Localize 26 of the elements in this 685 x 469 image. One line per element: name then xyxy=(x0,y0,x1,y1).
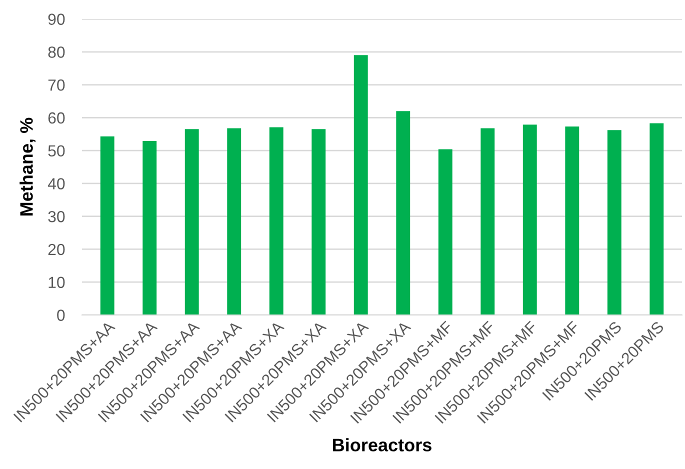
bar xyxy=(269,127,284,315)
bar xyxy=(227,128,242,315)
y-tick-label: 80 xyxy=(48,46,65,58)
y-tick-label: 70 xyxy=(48,79,65,91)
y-tick-label: 40 xyxy=(48,178,65,190)
bar xyxy=(565,126,580,315)
bar xyxy=(312,129,326,315)
bar xyxy=(607,130,622,315)
y-axis-title: Methane, % xyxy=(20,118,36,216)
bar xyxy=(480,128,495,315)
bar xyxy=(396,111,410,315)
bar xyxy=(184,129,199,315)
bar xyxy=(100,136,114,315)
y-tick-label: 90 xyxy=(48,14,65,25)
y-tick-label: 50 xyxy=(48,145,65,156)
bar xyxy=(142,141,157,315)
y-tick-label: 60 xyxy=(48,112,65,124)
y-tick-label: 30 xyxy=(48,210,65,222)
y-tick-label: 20 xyxy=(48,244,65,256)
bar xyxy=(354,55,368,315)
y-tick-label: 0 xyxy=(57,310,65,321)
bar xyxy=(522,124,537,315)
y-tick-label: 10 xyxy=(48,276,65,288)
bar xyxy=(650,123,664,315)
bar xyxy=(438,149,452,315)
x-axis-title: Bioreactors xyxy=(333,438,432,452)
